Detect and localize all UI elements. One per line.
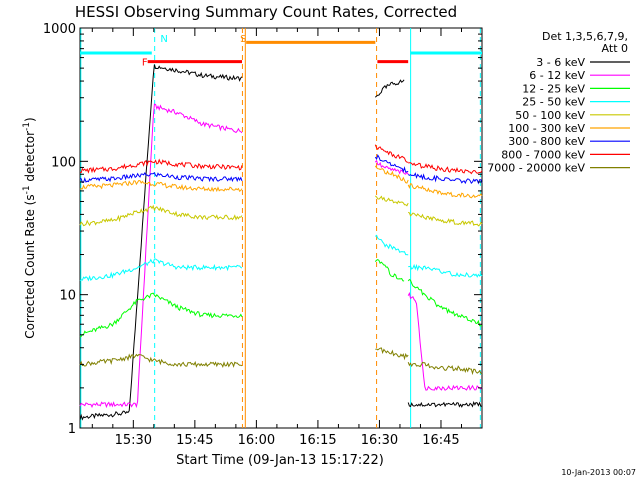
series-line-5-seg1 — [79, 179, 243, 193]
x-tick-label-2: 16:00 — [238, 433, 275, 448]
legend-label-1: 6 - 12 keV — [529, 69, 585, 82]
series-line-8-seg2 — [375, 347, 409, 361]
footer-date: 10-Jan-2013 00:07 — [561, 468, 636, 477]
legend-header-2: Att 0 — [602, 42, 628, 55]
series-line-7-seg2 — [374, 144, 409, 163]
series-line-2-seg1 — [79, 292, 243, 338]
y-tick-label-2: 100 — [51, 155, 76, 170]
legend-label-6: 300 - 800 keV — [508, 135, 585, 148]
x-tick-label-1: 15:45 — [176, 433, 213, 448]
series-line-0-seg1 — [79, 64, 243, 421]
y-tick-label-3: 1000 — [43, 22, 76, 37]
series-line-2-seg2 — [374, 259, 405, 282]
flag-lines — [80, 28, 481, 428]
x-tick-label-5: 16:45 — [422, 433, 459, 448]
series-line-3-seg2 — [374, 234, 409, 256]
series-line-1-seg3 — [407, 291, 483, 391]
series-line-5-seg3 — [407, 183, 483, 199]
y-tick-label-0: 1 — [68, 422, 76, 437]
series-line-2-seg3 — [407, 278, 483, 327]
series-line-6-seg3 — [407, 172, 483, 185]
series-line-3-seg3 — [408, 263, 483, 278]
series-line-5-seg2 — [374, 165, 409, 184]
legend-label-4: 50 - 100 keV — [515, 109, 585, 122]
legend-label-5: 100 - 300 keV — [508, 122, 585, 135]
series-line-3-seg1 — [79, 258, 243, 282]
flag-label-2: S — [240, 34, 246, 45]
y-tick-label-1: 10 — [59, 289, 76, 304]
series-line-1-seg1 — [79, 103, 243, 409]
flag-label-1: N — [160, 34, 167, 45]
plot-area: F N S 15:30 15:45 16:00 16:15 16:30 16:45 1 10 100… — [43, 22, 483, 448]
series-line-6-seg1 — [79, 172, 243, 183]
axis-ticks: 15:30 15:45 16:00 16:15 16:30 16:45 1 10 100 1000 — [43, 22, 483, 448]
y-axis-label: Corrected Count Rate (s-1 detector-1) — [22, 117, 37, 338]
plot-frame — [79, 27, 483, 429]
legend-label-3: 25 - 50 keV — [522, 96, 585, 109]
chart-title: HESSI Observing Summary Count Rates, Cor… — [75, 3, 457, 21]
legend-label-8: 7000 - 20000 keV — [487, 162, 585, 175]
series-line-7-seg1 — [80, 158, 243, 174]
x-tick-label-0: 15:30 — [115, 433, 152, 448]
series-line-6-seg2 — [374, 153, 409, 173]
series-line-7-seg3 — [408, 162, 483, 175]
series-line-8-seg1 — [79, 353, 243, 369]
series-line-4-seg1 — [79, 204, 243, 227]
series-line-0-seg3 — [407, 400, 483, 408]
x-tick-label-4: 16:30 — [361, 433, 398, 448]
legend-label-2: 12 - 25 keV — [522, 82, 585, 95]
legend-label-7: 800 - 7000 keV — [501, 148, 585, 161]
flag-labels: F N S — [142, 34, 247, 68]
series-line-4-seg2 — [374, 195, 409, 207]
series-line-8-seg3 — [407, 361, 483, 376]
flag-label-0: F — [142, 58, 148, 69]
series-line-0-seg2 — [374, 79, 405, 98]
series-lines — [79, 64, 483, 421]
series-line-4-seg3 — [407, 211, 483, 227]
series-line-1-seg2 — [374, 159, 409, 175]
x-tick-label-3: 16:15 — [299, 433, 336, 448]
legend-label-0: 3 - 6 keV — [536, 56, 585, 69]
legend-header-1: Det 1,3,5,6,7,9, — [542, 30, 628, 43]
attenuator-bars — [80, 40, 482, 64]
x-axis-label: Start Time (09-Jan-13 15:17:22) — [176, 453, 384, 468]
